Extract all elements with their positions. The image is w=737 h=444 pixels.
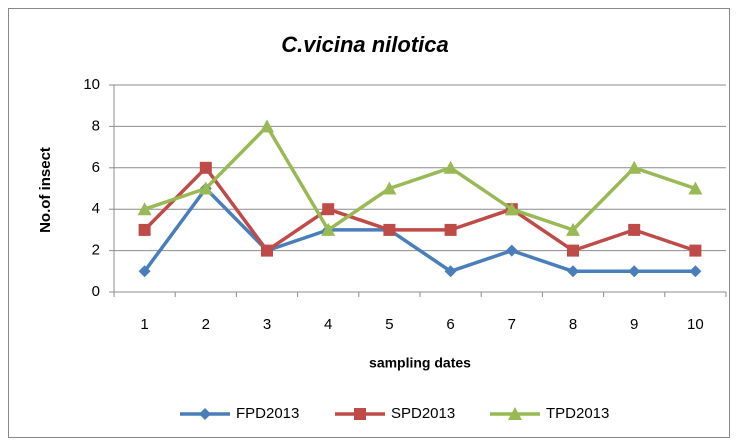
marker — [322, 203, 335, 216]
marker — [689, 265, 702, 278]
x-tick-label: 8 — [569, 316, 577, 333]
x-tick-label: 1 — [140, 316, 148, 333]
marker — [260, 119, 274, 133]
marker — [443, 160, 458, 174]
x-tick-label: 4 — [324, 316, 332, 333]
x-tick-label: 3 — [263, 316, 271, 333]
series-line — [143, 186, 696, 274]
x-tick-label: 2 — [202, 316, 210, 333]
marker — [321, 222, 336, 236]
marker — [689, 244, 702, 257]
marker — [382, 181, 397, 195]
marker — [199, 408, 211, 420]
marker — [688, 181, 703, 195]
marker — [505, 244, 518, 257]
marker — [627, 160, 642, 174]
series-line — [144, 124, 696, 232]
marker — [199, 161, 212, 174]
y-tick-label: 8 — [92, 117, 100, 134]
marker — [383, 223, 396, 236]
y-tick-label: 2 — [92, 242, 100, 259]
marker — [628, 223, 641, 236]
y-tick-label: 0 — [92, 283, 100, 300]
marker — [508, 407, 522, 420]
marker — [354, 408, 366, 420]
x-tick-label: 5 — [385, 316, 393, 333]
marker — [444, 265, 457, 278]
marker — [261, 244, 273, 257]
y-axis-title: No.of insect — [37, 147, 54, 233]
series-line — [143, 166, 696, 253]
y-tick-label: 4 — [92, 200, 100, 217]
x-tick-label: 6 — [446, 316, 454, 333]
marker — [566, 222, 580, 236]
legend-label: SPD2013 — [391, 405, 455, 422]
marker — [138, 223, 151, 236]
legend-label: FPD2013 — [236, 405, 299, 422]
chart-title: C.vicina nilotica — [281, 32, 449, 57]
marker — [567, 265, 579, 278]
x-axis-title: sampling dates — [369, 355, 471, 371]
y-tick-label: 10 — [83, 76, 100, 93]
marker — [137, 202, 152, 216]
marker — [504, 202, 519, 216]
x-tick-label: 9 — [630, 316, 638, 333]
marker — [138, 265, 151, 278]
x-tick-label: 10 — [687, 316, 704, 333]
y-tick-label: 6 — [92, 159, 100, 176]
marker — [567, 244, 579, 257]
marker — [198, 181, 213, 195]
x-tick-label: 7 — [508, 316, 516, 333]
marker — [628, 265, 641, 278]
marker — [444, 223, 457, 236]
legend-label: TPD2013 — [546, 405, 609, 422]
